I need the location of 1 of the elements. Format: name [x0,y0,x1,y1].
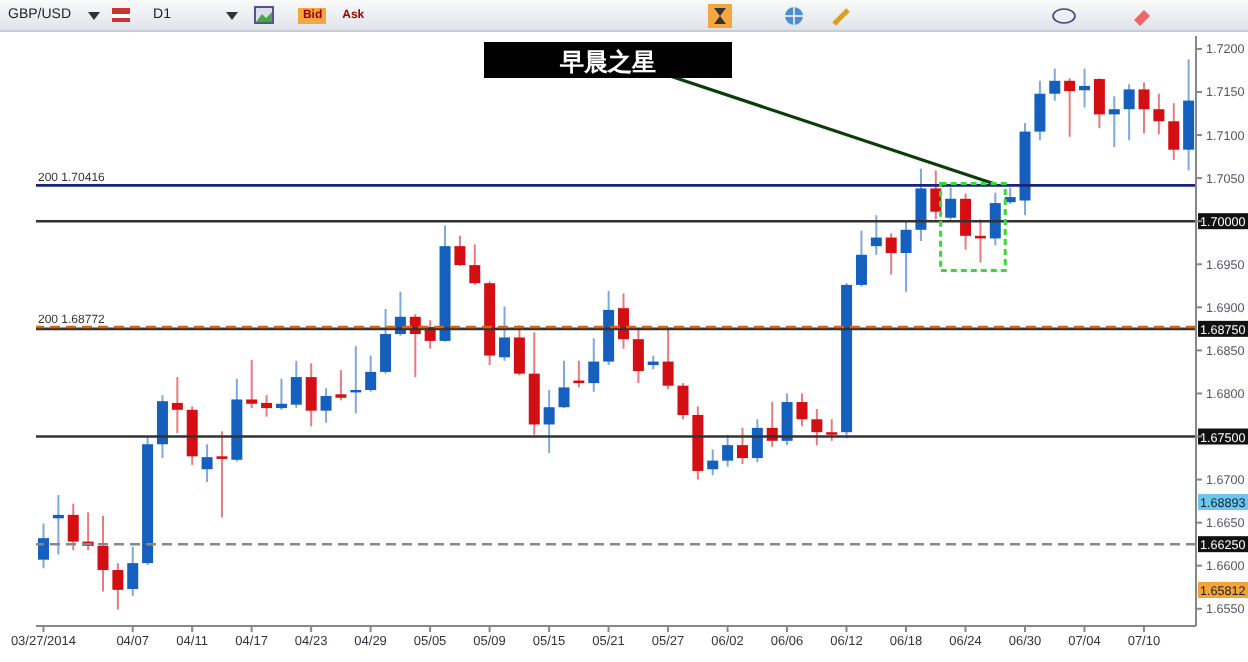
text: 早晨之星 [558,48,656,76]
